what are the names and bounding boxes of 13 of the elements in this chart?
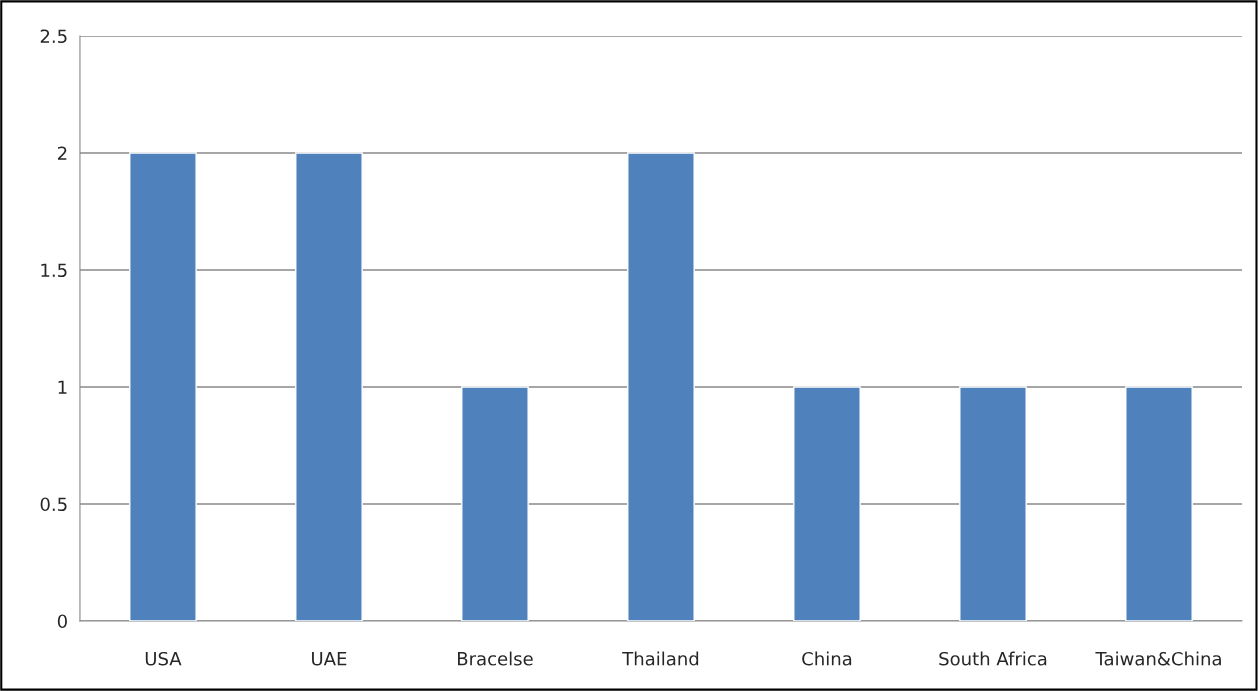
x-tick-label: USA	[145, 651, 182, 666]
x-tick-label: China	[802, 651, 852, 666]
x-tick-label: Taiwan&China	[1095, 651, 1221, 666]
x-tick-label: UAE	[312, 652, 347, 666]
x-tick-label: South Africa	[939, 651, 1047, 666]
y-tick-label: 0	[57, 614, 67, 629]
y-tick-label: 1.5	[41, 263, 67, 278]
y-tick-label: 2.5	[40, 29, 67, 44]
x-tick-label: Thailand	[622, 651, 699, 666]
y-tick-label: 0.5	[40, 497, 67, 512]
x-tick-label: Bracelse	[458, 651, 533, 666]
y-tick-label: 2	[57, 146, 67, 160]
y-tick-label: 1	[58, 380, 67, 394]
